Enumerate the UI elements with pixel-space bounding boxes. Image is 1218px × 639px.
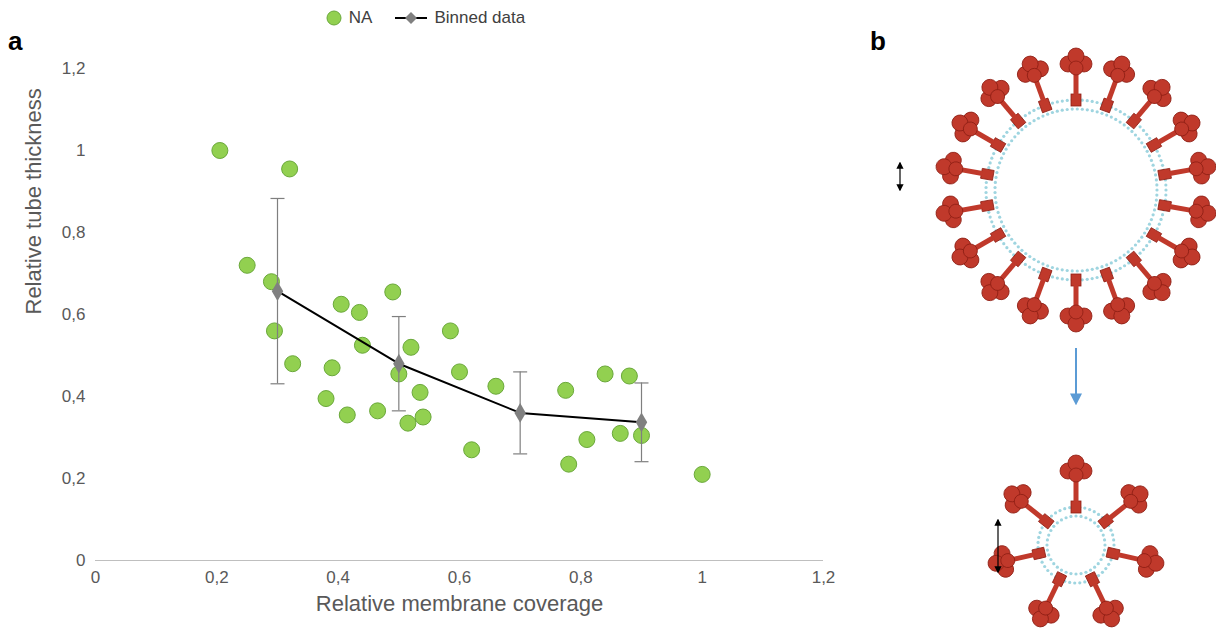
svg-text:1,2: 1,2 — [62, 59, 86, 78]
svg-text:0,6: 0,6 — [62, 305, 86, 324]
svg-text:Relative tube thickness: Relative tube thickness — [21, 88, 46, 314]
svg-text:0,6: 0,6 — [448, 568, 472, 587]
html-text:NA: NA — [348, 8, 373, 27]
svg-text:0,8: 0,8 — [569, 568, 593, 587]
svg-text:0,8: 0,8 — [62, 223, 86, 242]
html-text:b: b — [870, 26, 886, 56]
svg-text:Relative membrane coverage: Relative membrane coverage — [316, 591, 603, 616]
svg-text:1: 1 — [697, 568, 706, 587]
html-text:a: a — [8, 26, 23, 56]
svg-text:0,4: 0,4 — [326, 568, 350, 587]
svg-text:1,2: 1,2 — [812, 568, 836, 587]
svg-text:0,2: 0,2 — [205, 568, 229, 587]
svg-text:0: 0 — [91, 568, 100, 587]
html-text:Binned data: Binned data — [434, 8, 526, 27]
svg-text:0: 0 — [76, 551, 85, 570]
svg-text:0,2: 0,2 — [62, 469, 86, 488]
svg-text:1: 1 — [76, 141, 85, 160]
svg-text:0,4: 0,4 — [62, 387, 86, 406]
